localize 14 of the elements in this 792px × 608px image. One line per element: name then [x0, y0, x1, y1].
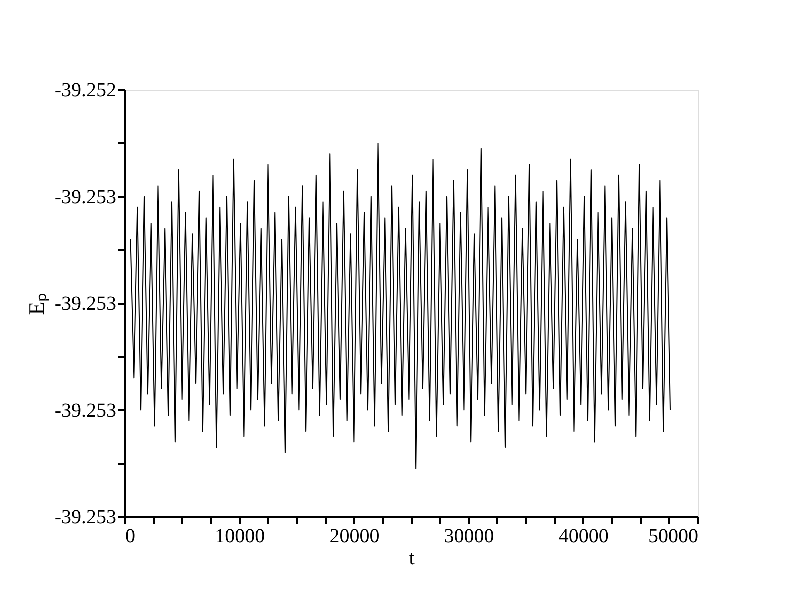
x-tick-label: 40000 [558, 526, 609, 548]
y-tick-label: -39.253 [54, 400, 116, 422]
x-tick-label: 20000 [330, 526, 380, 548]
x-tick-label: 30000 [444, 526, 494, 548]
x-tick-label: 0 [126, 526, 136, 548]
y-tick-label: -39.252 [54, 80, 116, 102]
y-tick-label: -39.253 [54, 506, 116, 528]
x-tick-label: 10000 [215, 526, 266, 548]
y-tick-label: -39.253 [54, 293, 116, 315]
y-tick-label: -39.253 [54, 186, 116, 208]
x-axis-title: t [409, 548, 416, 570]
line-series [130, 142, 671, 470]
y-axis-title: Eₚ [24, 292, 50, 316]
x-tick-label: 50000 [648, 526, 698, 548]
